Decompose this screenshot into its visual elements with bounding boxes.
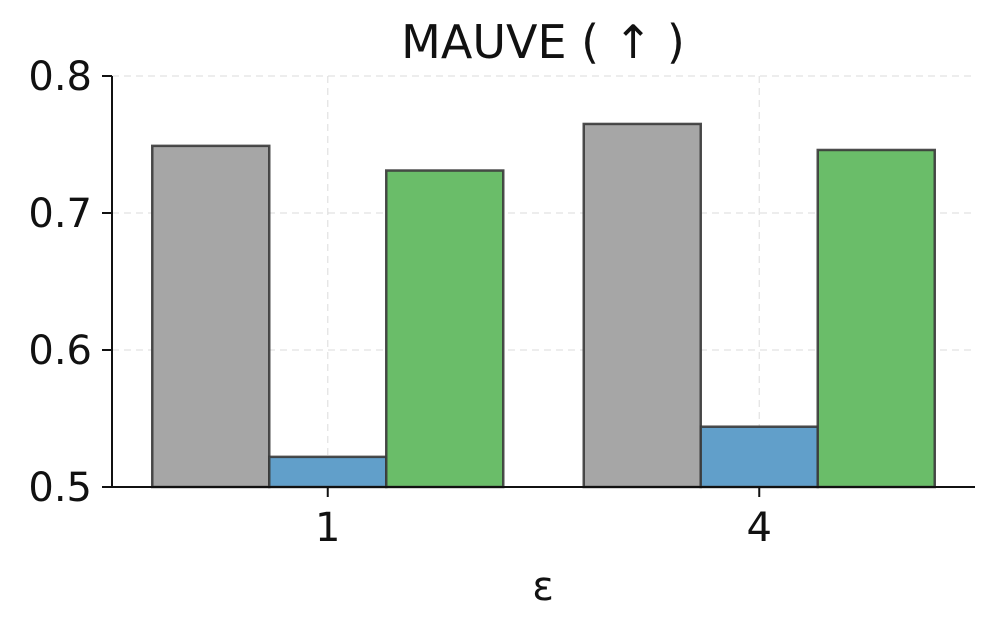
bar — [268, 455, 388, 489]
bar — [699, 425, 819, 489]
y-tick-label: 0.6 — [28, 328, 92, 374]
bar — [816, 148, 936, 489]
y-tick-label: 0.8 — [28, 54, 92, 100]
gridlines — [112, 75, 975, 488]
bar — [385, 169, 505, 489]
axes — [102, 75, 975, 497]
chart-title: MAUVE ( ↑ ) — [401, 15, 685, 69]
y-tick-label: 0.5 — [28, 465, 92, 511]
x-tick-label: 1 — [315, 505, 340, 551]
bar — [151, 144, 271, 489]
bar — [582, 122, 702, 489]
bars — [151, 122, 936, 489]
x-tick-label: 4 — [747, 505, 772, 551]
y-tick-label: 0.7 — [28, 191, 92, 237]
x-axis-label: ε — [532, 564, 554, 610]
tick-labels: 0.5 0.6 0.7 0.8 1 4 — [28, 54, 772, 551]
